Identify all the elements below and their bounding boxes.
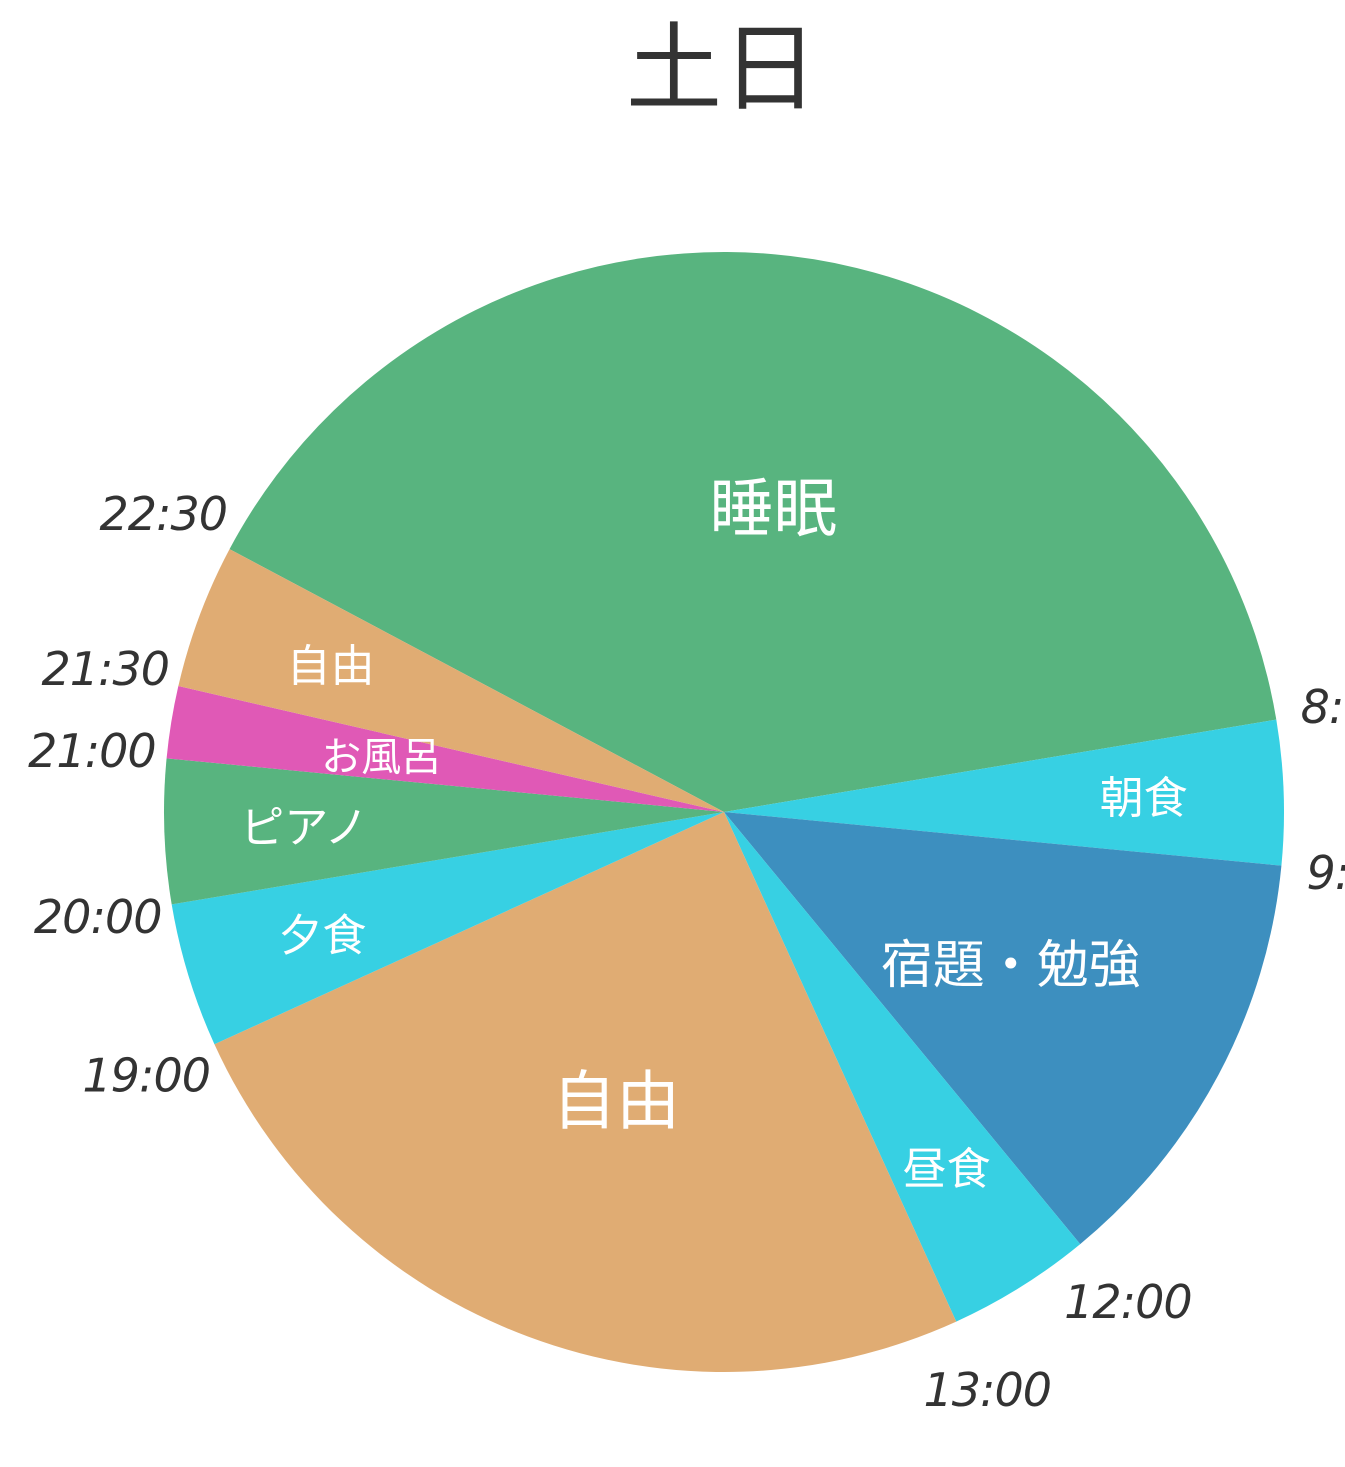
- pie-slice-4: [724, 812, 1081, 1322]
- pie-slice-1: [229, 252, 1277, 813]
- time-label-9: 22:30: [100, 487, 228, 541]
- pie-slice-2: [724, 719, 1284, 866]
- chart-title: 土日: [626, 13, 818, 125]
- slice-label-9: 自由: [287, 641, 375, 692]
- time-label-3: 12:00: [1064, 1275, 1192, 1329]
- slice-label-5: 自由: [552, 1066, 680, 1140]
- pie-slice-3: [724, 812, 1282, 1245]
- slice-label-2: 朝食: [1100, 773, 1188, 824]
- pie-slice-7: [164, 758, 724, 905]
- time-label-5: 19:00: [82, 1048, 210, 1102]
- pie-slice-8: [166, 686, 724, 812]
- time-label-7: 21:00: [28, 724, 156, 778]
- time-label-8: 21:30: [42, 642, 170, 696]
- time-label-2: 9:00: [1306, 846, 1345, 900]
- slice-label-6: 夕食: [278, 911, 366, 962]
- time-label-1: 8:00: [1301, 680, 1345, 734]
- slice-label-1: 睡眠: [710, 473, 838, 547]
- pie-slice-5: [214, 812, 957, 1373]
- slice-label-3: 宿題・勉強: [881, 936, 1141, 996]
- pie-slice-6: [171, 812, 724, 1045]
- pie-slices: [164, 252, 1284, 1373]
- time-label-4: 13:00: [924, 1363, 1052, 1417]
- slice-label-4: 昼食: [903, 1144, 991, 1195]
- slice-label-7: ピアノ: [240, 803, 368, 854]
- pie-slice-9: [178, 549, 725, 812]
- time-label-6: 20:00: [34, 890, 162, 944]
- slice-label-8: お風呂: [321, 735, 441, 781]
